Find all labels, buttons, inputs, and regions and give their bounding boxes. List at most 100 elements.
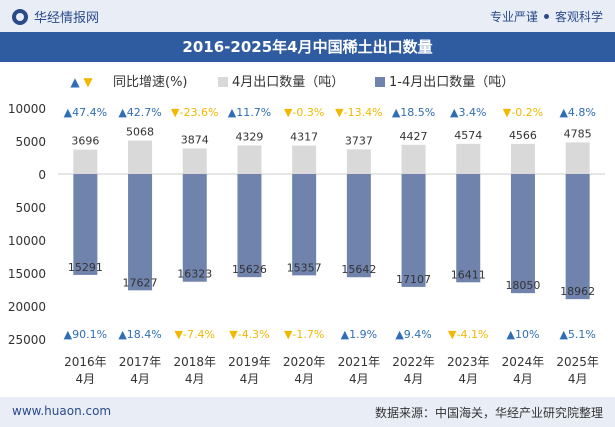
bar-monthly <box>510 143 535 174</box>
up-arrow-icon: ▲ <box>118 106 127 119</box>
footer-bar: www.huaon.com 数据来源：中国海关，华经产业研究院整理 <box>0 397 615 427</box>
x-tick-label: 2025年 <box>556 355 599 369</box>
chart: ▲ ▼ 同比增速(%) 4月出口数量（吨） 1-4月出口数量（吨）10000500005… <box>8 75 605 386</box>
x-tick-label: 2023年 <box>447 355 490 369</box>
up-arrow-icon: ▲ <box>559 328 568 341</box>
growth-value: 42.7% <box>127 106 162 119</box>
data-label-monthly: 3737 <box>345 134 373 147</box>
x-tick-label: 2016年 <box>64 355 107 369</box>
growth-value: 47.4% <box>72 106 107 119</box>
growth-label-cumulative: ▼-1.7% <box>284 328 324 341</box>
growth-label-cumulative: ▲9.4% <box>395 328 431 341</box>
site-url: www.huaon.com <box>12 404 112 418</box>
slogan-left: 专业严谨 <box>489 10 538 24</box>
y-tick-label: 15000 <box>8 267 46 281</box>
bar-monthly <box>401 144 426 174</box>
data-label-monthly: 4427 <box>400 130 428 143</box>
growth-value: -4.3% <box>238 328 270 341</box>
down-arrow-icon: ▼ <box>503 106 512 119</box>
bar-cumulative <box>346 174 371 278</box>
y-tick-label: 25000 <box>8 333 46 347</box>
data-label-cumulative: 17107 <box>396 273 431 286</box>
x-tick-label: 2024年 <box>502 355 545 369</box>
growth-label-cumulative: ▲5.1% <box>559 328 595 341</box>
growth-label-cumulative: ▲90.1% <box>64 328 107 341</box>
y-tick-label: 10000 <box>8 102 46 116</box>
growth-label-monthly: ▲4.8% <box>559 106 595 119</box>
slogan-right: 客观科学 <box>554 10 603 24</box>
bar-cumulative <box>237 174 262 278</box>
up-arrow-icon: ▲ <box>341 328 350 341</box>
x-tick-label: 2019年 <box>228 355 271 369</box>
growth-value: -0.3% <box>292 106 324 119</box>
up-arrow-icon: ▲ <box>64 106 73 119</box>
x-tick-label: 2021年 <box>338 355 381 369</box>
chart-title: 2016-2025年4月中国稀土出口数量 <box>182 38 433 56</box>
x-tick-label-month: 4月 <box>294 372 314 386</box>
growth-label-monthly: ▲11.7% <box>228 106 271 119</box>
bar-cumulative <box>510 174 535 294</box>
growth-value: 4.8% <box>568 106 596 119</box>
legend-label-cumulative: 1-4月出口数量（吨） <box>389 75 514 90</box>
data-label-cumulative: 16411 <box>451 268 486 281</box>
data-label-monthly: 3696 <box>71 135 99 148</box>
bar-monthly <box>456 143 481 174</box>
growth-value: -13.4% <box>344 106 383 119</box>
growth-label-cumulative: ▲10% <box>506 328 539 341</box>
up-arrow-icon: ▲ <box>118 328 127 341</box>
growth-label-cumulative: ▲1.9% <box>341 328 377 341</box>
bar-monthly <box>346 149 371 174</box>
growth-label-monthly: ▲47.4% <box>64 106 107 119</box>
data-label-monthly: 5068 <box>126 126 154 139</box>
x-tick-label: 2022年 <box>392 355 435 369</box>
title-bar: 2016-2025年4月中国稀土出口数量 <box>0 32 615 62</box>
data-label-cumulative: 18962 <box>560 285 595 298</box>
y-tick-label: 5000 <box>15 201 46 215</box>
down-arrow-icon: ▼ <box>175 328 184 341</box>
bar-monthly <box>128 140 153 174</box>
growth-value: 9.4% <box>404 328 432 341</box>
x-tick-label-month: 4月 <box>185 372 205 386</box>
slogan: 专业严谨 客观科学 <box>490 8 603 25</box>
growth-value: 3.4% <box>459 106 487 119</box>
down-arrow-icon: ▼ <box>229 328 238 341</box>
top-bar: 华经情报网 专业严谨 客观科学 <box>0 0 615 32</box>
data-source: 数据来源：中国海关，华经产业研究院整理 <box>374 406 603 420</box>
data-label-cumulative: 18050 <box>505 279 540 292</box>
brand: 华经情报网 <box>12 7 99 26</box>
bar-monthly <box>182 148 207 174</box>
data-label-monthly: 3874 <box>181 133 209 146</box>
legend-up-arrow-icon: ▲ <box>70 75 80 89</box>
growth-label-cumulative: ▼-7.4% <box>175 328 215 341</box>
growth-value: 5.1% <box>568 328 596 341</box>
data-label-monthly: 4566 <box>509 129 537 142</box>
growth-label-monthly: ▼-0.3% <box>284 106 324 119</box>
data-label-monthly: 4329 <box>235 130 263 143</box>
x-tick-label: 2017年 <box>119 355 162 369</box>
legend-swatch-cumulative <box>375 77 385 87</box>
growth-value: 90.1% <box>72 328 107 341</box>
legend-swatch-monthly <box>218 77 228 87</box>
up-arrow-icon: ▲ <box>228 106 237 119</box>
growth-value: -7.4% <box>183 328 215 341</box>
up-arrow-icon: ▲ <box>559 106 568 119</box>
up-arrow-icon: ▲ <box>506 328 515 341</box>
data-label-monthly: 4317 <box>290 131 318 144</box>
bar-monthly <box>292 145 317 174</box>
growth-label-monthly: ▼-23.6% <box>171 106 218 119</box>
y-tick-label: 10000 <box>8 234 46 248</box>
growth-value: 18.5% <box>400 106 435 119</box>
growth-value: 1.9% <box>349 328 377 341</box>
down-arrow-icon: ▼ <box>284 106 293 119</box>
x-tick-label-month: 4月 <box>513 372 533 386</box>
y-tick-label: 5000 <box>15 135 46 149</box>
growth-label-cumulative: ▲18.4% <box>118 328 161 341</box>
bar-cumulative <box>182 174 207 282</box>
x-tick-label-month: 4月 <box>404 372 424 386</box>
legend-label-monthly: 4月出口数量（吨） <box>232 75 344 90</box>
bullet-dot-icon <box>543 14 549 19</box>
bar-cumulative <box>292 174 317 276</box>
data-label-cumulative: 15626 <box>232 263 267 276</box>
bar-monthly <box>237 145 262 174</box>
bar-cumulative <box>456 174 481 283</box>
